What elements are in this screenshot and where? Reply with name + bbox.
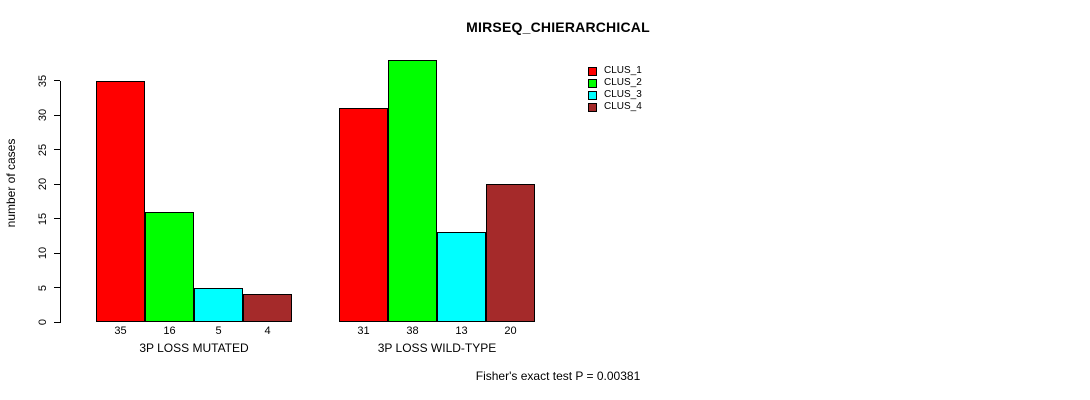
- bar-value-label: 13: [455, 325, 468, 337]
- annotation-text: Fisher's exact test P = 0.00381: [475, 369, 641, 383]
- legend-label: CLUS_3: [604, 89, 642, 100]
- legend-item: CLUS_4: [588, 101, 642, 113]
- legend-item: CLUS_2: [588, 77, 642, 89]
- legend-swatch: [588, 102, 597, 112]
- y-tick-mark: [54, 183, 60, 185]
- legend-label: CLUS_2: [604, 77, 642, 88]
- bar-clus_4: [243, 294, 292, 322]
- bar-value-label: 20: [504, 325, 517, 337]
- bar-clus_1: [96, 80, 145, 322]
- bar-value-label: 38: [406, 325, 419, 337]
- y-tick-label: 35: [37, 74, 49, 87]
- group-label: 3P LOSS MUTATED: [139, 341, 249, 355]
- y-tick-mark: [54, 149, 60, 150]
- bar-clus_3: [437, 232, 486, 322]
- legend-swatch: [588, 66, 597, 76]
- y-tick-mark: [54, 218, 60, 219]
- y-tick-label: 25: [37, 143, 49, 156]
- y-axis-title: number of cases: [4, 138, 18, 228]
- y-tick-label: 15: [37, 212, 49, 225]
- y-tick-label: 5: [37, 284, 49, 291]
- bar-value-label: 31: [357, 325, 370, 337]
- y-tick-mark: [54, 114, 60, 116]
- bar-clus_4: [486, 184, 535, 322]
- legend-item: CLUS_3: [588, 89, 642, 101]
- y-tick-mark: [54, 80, 60, 81]
- legend-swatch: [588, 90, 597, 100]
- y-tick-mark: [54, 252, 60, 254]
- legend-item: CLUS_1: [588, 65, 642, 77]
- bar-value-label: 16: [163, 325, 176, 337]
- y-tick-mark: [54, 287, 60, 288]
- y-tick-label: 30: [37, 108, 49, 122]
- legend-label: CLUS_4: [604, 101, 642, 112]
- y-axis-line: [60, 81, 61, 323]
- y-tick-label: 20: [37, 177, 49, 191]
- chart-title: MIRSEQ_CHIERARCHICAL: [466, 19, 650, 35]
- bar-value-label: 5: [215, 325, 222, 337]
- legend-label: CLUS_1: [604, 65, 642, 76]
- group-label: 3P LOSS WILD-TYPE: [377, 341, 497, 355]
- y-tick-mark: [54, 321, 60, 323]
- bar-value-label: 35: [114, 325, 127, 337]
- y-tick-label: 0: [37, 318, 49, 326]
- bar-clus_2: [388, 59, 437, 322]
- y-tick-label: 10: [37, 246, 49, 260]
- legend: CLUS_1 CLUS_2 CLUS_3 CLUS_4: [588, 65, 642, 113]
- legend-swatch: [588, 78, 597, 88]
- bar-clus_1: [339, 108, 388, 322]
- bar-clus_3: [194, 287, 243, 322]
- bar-clus_2: [145, 211, 194, 322]
- bar-value-label: 4: [264, 325, 271, 337]
